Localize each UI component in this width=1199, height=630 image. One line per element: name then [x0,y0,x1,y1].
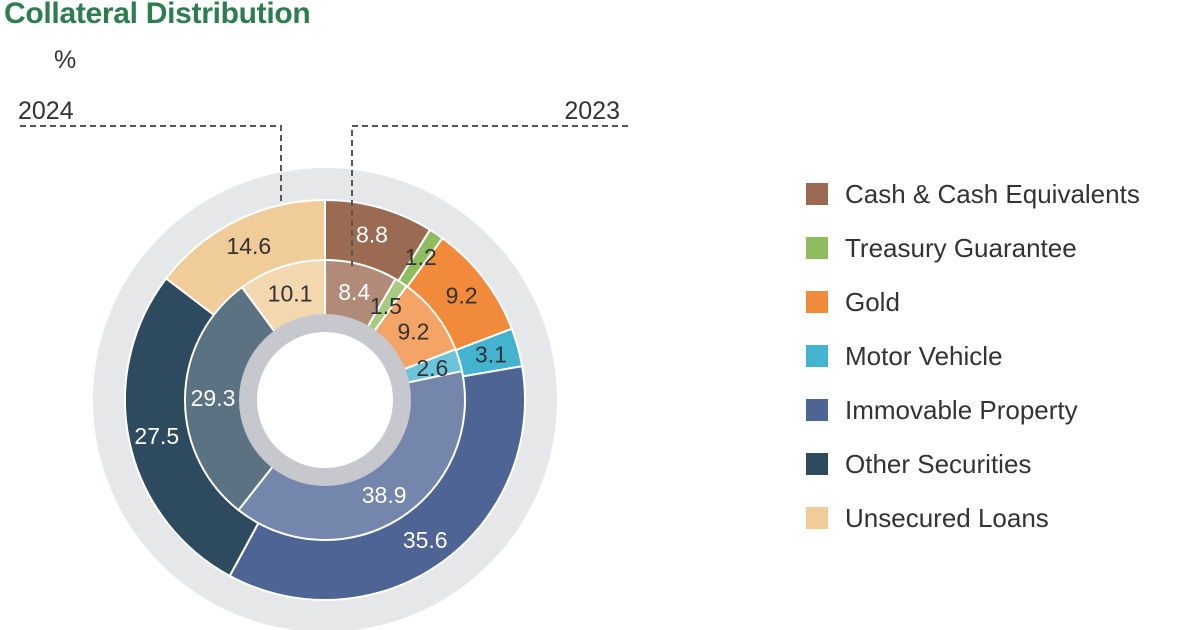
outer-value-label-motor: 3.1 [475,342,507,368]
outer-value-label-immovable: 35.6 [403,527,448,553]
inner-value-label-motor: 2.6 [416,355,448,381]
unit-label: % [54,46,77,74]
outer-value-label-other: 27.5 [134,423,179,449]
value-labels: 8.81.29.23.135.627.514.68.41.59.22.638.9… [134,222,506,553]
legend-swatch-unsecured [806,507,828,529]
outer-value-label-gold: 9.2 [446,282,478,308]
legend-label-gold: Gold [845,287,900,317]
inner-value-label-other: 29.3 [191,385,236,411]
callout-line-2023 [351,125,628,268]
legend-swatch-other [806,453,828,475]
inner-value-label-immovable: 38.9 [362,482,407,508]
series-label-2023: 2023 [564,97,620,125]
outer-value-label-cash: 8.8 [356,222,388,248]
outer-value-label-treasury: 1.2 [405,244,437,270]
series-label-2024: 2024 [18,97,74,125]
outer-value-label-unsecured: 14.6 [226,233,271,259]
legend-label-unsecured: Unsecured Loans [845,503,1049,533]
callout-line-2024 [20,125,282,205]
legend-label-motor: Motor Vehicle [845,341,1003,371]
inner-value-label-cash: 8.4 [338,279,370,305]
center-hole [257,332,393,468]
legend-label-immovable: Immovable Property [845,395,1078,425]
legend-swatch-motor [806,345,828,367]
legend-swatch-gold [806,291,828,313]
inner-value-label-treasury: 1.5 [370,293,402,319]
legend-label-cash: Cash & Cash Equivalents [845,179,1140,209]
inner-value-label-unsecured: 10.1 [268,281,313,307]
legend-label-treasury: Treasury Guarantee [845,233,1077,263]
chart-title: Collateral Distribution [4,0,311,30]
inner-value-label-gold: 9.2 [398,318,430,344]
legend-swatch-cash [806,183,828,205]
legend-swatch-treasury [806,237,828,259]
legend-swatch-immovable [806,399,828,421]
legend-label-other: Other Securities [845,449,1032,479]
